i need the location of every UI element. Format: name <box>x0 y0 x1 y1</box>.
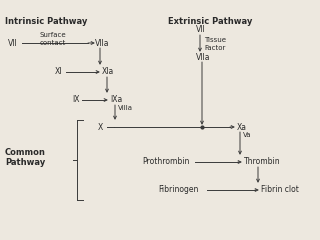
Text: Prothrombin: Prothrombin <box>142 157 189 167</box>
Text: XIa: XIa <box>102 67 114 77</box>
Text: Va: Va <box>243 132 252 138</box>
Text: Fibrinogen: Fibrinogen <box>158 186 198 194</box>
Text: IX: IX <box>72 96 79 104</box>
Text: VIIa: VIIa <box>95 38 109 48</box>
Text: VII: VII <box>8 38 18 48</box>
Text: Thrombin: Thrombin <box>244 157 281 167</box>
Text: Intrinsic Pathway: Intrinsic Pathway <box>5 18 87 26</box>
Text: VIIIa: VIIIa <box>118 105 133 111</box>
Text: VIIa: VIIa <box>196 53 211 61</box>
Text: Common
Pathway: Common Pathway <box>5 148 46 168</box>
Text: contact: contact <box>40 40 66 46</box>
Text: Fibrin clot: Fibrin clot <box>261 186 299 194</box>
Text: X: X <box>98 122 103 132</box>
Text: VII: VII <box>196 25 206 35</box>
Text: Factor: Factor <box>204 45 225 51</box>
Text: IXa: IXa <box>110 96 122 104</box>
Text: Surface: Surface <box>40 32 67 38</box>
Text: Extrinsic Pathway: Extrinsic Pathway <box>168 18 252 26</box>
Text: XI: XI <box>55 67 62 77</box>
Text: Xa: Xa <box>237 122 247 132</box>
Text: Tissue: Tissue <box>204 37 226 43</box>
